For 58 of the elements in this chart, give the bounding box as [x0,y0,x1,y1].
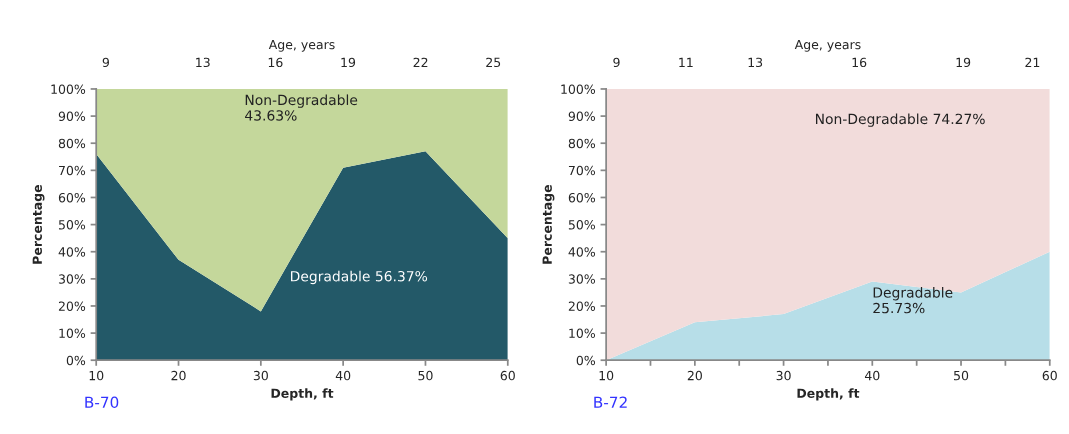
y-tick-label: 30% [568,274,596,284]
x2-tick-label: 13 [748,57,763,68]
x-axis-title: Depth, ft [271,388,334,401]
y-tick-label: 100% [51,84,86,94]
x-tick-label: 10 [599,370,614,381]
x2-tick-label: 25 [486,57,501,68]
y-axis-title: Percentage [542,184,555,264]
x-tick-label: 30 [776,370,791,381]
x2-tick-label: 9 [102,57,109,68]
y-tick-label: 70% [59,165,86,176]
x-tick-label: 40 [864,370,880,381]
y-tick-label: 50% [58,220,86,230]
y-tick-label: 80% [568,138,596,149]
x2-axis-title: Age, years [794,39,861,52]
x-tick-label: 10 [89,370,104,381]
y-tick-label: 60% [568,192,596,203]
x-tick-label: 20 [687,370,702,381]
y-tick-label: 70% [568,165,596,176]
annotation: Non-Degradable 43.63% [245,94,358,121]
x2-tick-label: 19 [341,57,356,68]
y-tick-label: 50% [568,220,596,230]
y-tick-label: 90% [58,111,86,122]
x2-tick-label: 16 [852,57,867,68]
x2-axis-title: Age, years [268,39,335,52]
x-tick-label: 30 [253,370,268,381]
y-tick-label: 20% [568,301,596,311]
y-tick-label: 0% [576,355,596,366]
y-tick-label: 20% [58,301,86,311]
x-tick-label: 60 [500,370,515,381]
x-tick-label: 20 [171,370,186,381]
annotation: Non-Degradable 74.27% [815,113,985,127]
x-tick-label: 60 [1042,370,1057,381]
x2-tick-label: 19 [956,57,971,68]
y-tick-label: 90% [568,111,596,122]
y-axis-title: Percentage [32,184,45,264]
x-tick-label: 40 [335,370,351,381]
text: B-72 [594,396,627,408]
y-tick-label: 0% [66,355,86,366]
y-tick-label: 40% [58,247,86,257]
y-tick-label: 10% [59,328,86,339]
x2-tick-label: 21 [1025,57,1040,67]
annotation: Degradable 25.73% [873,286,953,314]
y-tick-label: 10% [569,328,596,339]
x-tick-label: 50 [418,370,433,381]
y-tick-label: 60% [58,192,86,203]
x2-tick-label: 11 [679,57,693,67]
y-tick-label: 40% [568,247,596,257]
y-tick-label: 100% [561,84,596,94]
y-tick-label: 80% [58,138,86,149]
x2-tick-label: 16 [268,57,283,68]
x-tick-label: 50 [954,370,969,381]
y-tick-label: 30% [58,274,86,284]
annotation: Degradable 56.37% [291,270,428,285]
text: B-70 [85,396,119,409]
x2-tick-label: 9 [613,57,620,68]
x2-tick-label: 22 [413,57,428,67]
x-axis-title: Depth, ft [797,388,860,401]
x2-tick-label: 13 [196,57,210,68]
